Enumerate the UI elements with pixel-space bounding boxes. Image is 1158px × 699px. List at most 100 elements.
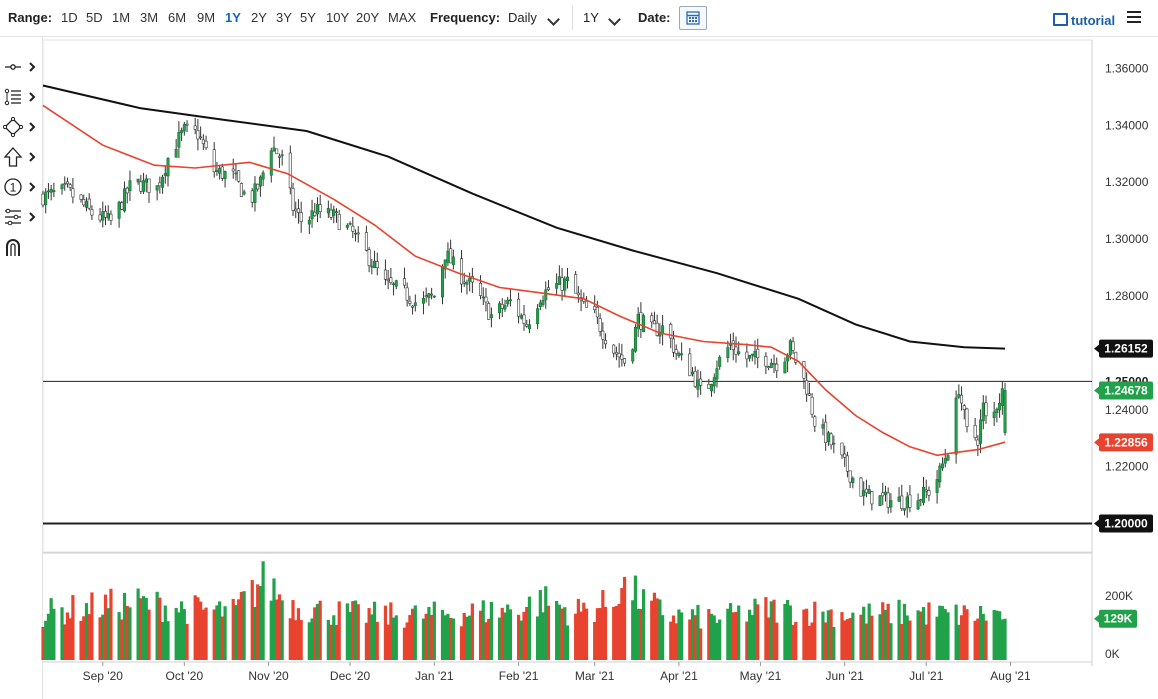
candle-up — [446, 250, 450, 263]
volume-bar — [764, 597, 768, 660]
range-button-3y[interactable]: 3Y — [276, 10, 292, 25]
candle-down — [652, 320, 656, 325]
candle-down — [411, 305, 415, 308]
candle-up — [788, 340, 792, 356]
volume-bar — [541, 612, 545, 660]
candle-down — [560, 277, 564, 291]
candle-up — [992, 411, 996, 419]
range-button-max[interactable]: MAX — [388, 10, 417, 25]
candle-down — [104, 211, 108, 218]
volume-bar — [905, 615, 909, 660]
candle-up — [636, 314, 640, 329]
tutorial-link[interactable]: tutorial — [1053, 13, 1115, 28]
candle-up — [218, 167, 222, 174]
candle-down — [900, 495, 904, 509]
period-select[interactable]: 1Y — [583, 10, 599, 25]
range-button-6m[interactable]: 6M — [168, 10, 187, 25]
candle-up — [498, 303, 502, 314]
volume-bar — [750, 615, 754, 660]
candle-up — [642, 315, 646, 333]
y-tick-label: 1.32000 — [1105, 175, 1149, 189]
volume-bar — [391, 617, 396, 660]
range-button-1m[interactable]: 1M — [112, 10, 131, 25]
candle-down — [402, 278, 406, 286]
candle-down — [794, 351, 798, 363]
volume-bar — [410, 608, 415, 660]
frequency-select[interactable]: Daily — [508, 10, 537, 25]
candle-up — [715, 368, 719, 380]
volume-bar — [867, 603, 871, 660]
candle-up — [392, 283, 396, 286]
candle-down — [745, 351, 749, 360]
volume-bar — [253, 607, 257, 660]
range-button-20y[interactable]: 20Y — [356, 10, 380, 25]
annotation-tool[interactable]: 1 — [3, 176, 39, 200]
candle-up — [726, 347, 730, 359]
candle-up — [677, 353, 681, 357]
candle-down — [313, 211, 317, 216]
volume-bar — [44, 620, 48, 660]
volume-bar — [179, 601, 184, 660]
range-button-3m[interactable]: 3M — [140, 10, 159, 25]
volume-bar — [671, 615, 676, 660]
candle-down — [364, 232, 368, 251]
range-button-1d[interactable]: 1D — [61, 10, 78, 25]
volume-bar — [413, 605, 417, 660]
candle-down — [772, 363, 776, 365]
volume-bar — [699, 628, 703, 660]
candle-down — [805, 380, 809, 395]
volume-bar — [46, 613, 51, 660]
range-button-9m[interactable]: 9M — [197, 10, 216, 25]
range-button-5y[interactable]: 5Y — [300, 10, 316, 25]
candle-down — [462, 281, 466, 284]
candle-up — [943, 458, 947, 464]
range-button-2y[interactable]: 2Y — [251, 10, 267, 25]
candle-up — [1003, 390, 1007, 433]
candle-up — [981, 402, 985, 422]
candle-up — [897, 496, 901, 502]
volume-bar — [443, 615, 447, 660]
volume-bar — [859, 614, 863, 660]
calendar-button[interactable] — [679, 6, 707, 30]
crosshair-tool[interactable] — [3, 56, 39, 80]
volume-bar — [805, 608, 809, 660]
volume-bar — [576, 598, 580, 660]
candle-up — [481, 296, 485, 299]
candle-down — [585, 300, 589, 308]
shape-tool[interactable] — [3, 116, 39, 140]
volume-bar — [430, 614, 434, 660]
candle-up — [691, 371, 695, 375]
candle-down — [927, 490, 931, 496]
magnet-tool[interactable] — [3, 236, 39, 260]
volume-tick-label: 200K — [1105, 589, 1133, 603]
candle-up — [432, 295, 436, 298]
menu-icon[interactable] — [1127, 11, 1141, 23]
candle-down — [767, 366, 771, 368]
price-tag-label: 1.26152 — [1104, 342, 1148, 356]
candle-down — [460, 258, 464, 285]
candle-up — [174, 148, 178, 158]
arrow-tool[interactable] — [3, 146, 39, 170]
volume-bar — [332, 615, 336, 660]
trendline-tool[interactable] — [3, 86, 39, 110]
candle-up — [938, 465, 942, 483]
candle-up — [136, 178, 140, 183]
candle-down — [886, 492, 890, 508]
fibonacci-tool[interactable] — [3, 206, 39, 230]
volume-bar — [921, 607, 926, 660]
candle-down — [299, 212, 303, 222]
volume-bar — [601, 590, 605, 660]
volume-bar — [128, 607, 132, 660]
volume-bar — [478, 610, 483, 660]
volume-bar — [280, 600, 284, 660]
candle-up — [998, 402, 1002, 411]
volume-bar — [277, 594, 282, 660]
volume-bar — [158, 597, 162, 660]
range-button-5d[interactable]: 5D — [86, 10, 103, 25]
range-button-1y[interactable]: 1Y — [225, 10, 241, 25]
volume-bar — [680, 612, 684, 660]
volume-bar — [938, 605, 942, 660]
candle-up — [541, 300, 545, 305]
range-button-10y[interactable]: 10Y — [326, 10, 350, 25]
